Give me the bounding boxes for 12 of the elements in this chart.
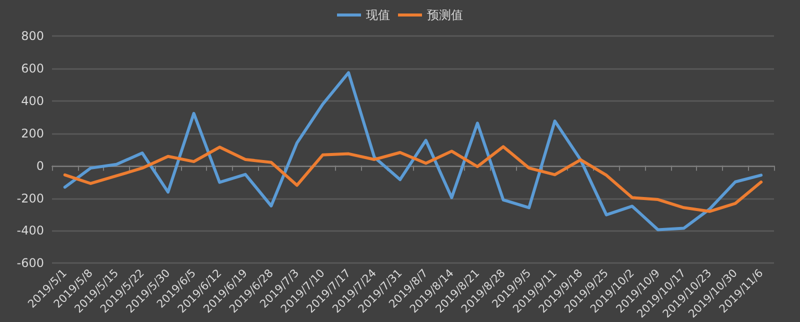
y-tick-label: -600 bbox=[16, 256, 44, 270]
y-tick-label: 0 bbox=[36, 158, 44, 173]
y-tick-label: 600 bbox=[21, 61, 44, 76]
y-tick-label: -400 bbox=[16, 224, 44, 238]
line-series bbox=[63, 71, 763, 232]
y-tick-label: 400 bbox=[21, 94, 44, 108]
legend-label: 预测值 bbox=[427, 8, 463, 22]
y-tick-label: -200 bbox=[16, 191, 44, 206]
legend-label: 现值 bbox=[366, 8, 390, 22]
y-tick-label: 800 bbox=[21, 29, 44, 43]
y-tick-label: 200 bbox=[21, 126, 44, 140]
line-series bbox=[63, 145, 763, 213]
